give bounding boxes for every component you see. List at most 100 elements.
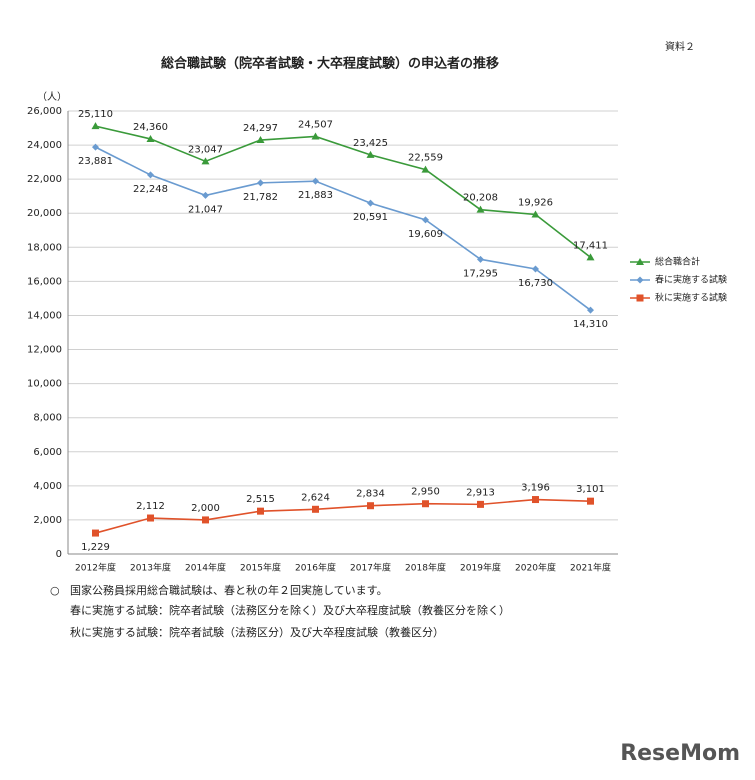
point [422, 500, 429, 508]
point [256, 136, 265, 144]
data-label: 24,360 [133, 122, 168, 133]
data-label: 21,782 [243, 192, 278, 203]
y-tick-label: 22,000 [27, 174, 62, 185]
y-tick-label: 10,000 [27, 379, 62, 390]
y-tick-label: 14,000 [27, 310, 62, 321]
y-tick-label: 24,000 [27, 140, 62, 151]
data-label: 20,208 [463, 193, 498, 204]
data-label: 2,913 [466, 487, 495, 498]
point [91, 122, 100, 130]
data-label: 23,047 [188, 144, 223, 155]
data-label: 17,295 [463, 268, 498, 279]
y-tick-label: 4,000 [33, 481, 62, 492]
point [421, 165, 430, 173]
data-label: 17,411 [573, 240, 608, 251]
data-label: 2,834 [356, 489, 385, 500]
point [477, 255, 484, 263]
legend-label: 秋に実施する試験 [655, 292, 727, 304]
y-tick-label: 8,000 [33, 413, 62, 424]
point [366, 150, 375, 158]
y-unit: （人） [37, 91, 67, 103]
note: 春に実施する試験：院卒者試験（法務区分を除く）及び大卒程度試験（教養区分を除く） [70, 603, 510, 617]
x-tick-label: 2015年度 [240, 562, 281, 574]
data-label: 2,624 [301, 492, 330, 503]
y-tick-label: 6,000 [33, 447, 62, 458]
point [202, 191, 209, 199]
point [257, 507, 264, 515]
data-label: 24,297 [243, 123, 278, 134]
point [312, 505, 319, 513]
series-line [95, 146, 591, 311]
data-label: 14,310 [573, 319, 608, 330]
point [92, 529, 99, 537]
note: 秋に実施する試験：院卒者試験（法務区分）及び大卒程度試験（教養区分） [70, 625, 444, 639]
point [92, 143, 99, 151]
point [202, 516, 209, 524]
point [532, 496, 539, 504]
point [146, 134, 155, 142]
y-tick-label: 16,000 [27, 276, 62, 287]
data-label: 2,950 [411, 487, 440, 498]
note: 国家公務員採用総合職試験は、春と秋の年２回実施しています。 [70, 583, 388, 597]
x-tick-label: 2021年度 [570, 562, 611, 574]
y-tick-label: 12,000 [27, 345, 62, 356]
legend-marker [636, 294, 644, 302]
y-tick-label: 20,000 [27, 208, 62, 219]
data-label: 2,515 [246, 494, 275, 505]
point [476, 205, 485, 213]
x-tick-label: 2020年度 [515, 562, 556, 574]
point [311, 132, 320, 140]
point [147, 514, 154, 522]
point [201, 157, 210, 165]
x-tick-label: 2014年度 [185, 562, 226, 574]
x-tick-label: 2018年度 [405, 562, 446, 574]
doc-id: 資料２ [665, 40, 695, 53]
data-label: 21,883 [298, 190, 333, 201]
x-tick-label: 2019年度 [460, 562, 501, 574]
point [367, 502, 374, 510]
data-label: 3,101 [576, 484, 605, 495]
data-label: 22,559 [408, 153, 443, 164]
note-bullet: ○ [50, 584, 60, 597]
data-label: 23,881 [78, 156, 113, 167]
chart-title: 総合職試験（院卒者試験・大卒程度試験）の申込者の推移 [161, 56, 499, 72]
y-tick-label: 18,000 [27, 242, 62, 253]
point [257, 179, 264, 187]
x-tick-label: 2017年度 [350, 562, 391, 574]
point [586, 253, 595, 261]
watermark: ReseMom [620, 741, 740, 766]
data-label: 2,112 [136, 501, 165, 512]
point [532, 265, 539, 273]
point [312, 177, 319, 185]
point [422, 216, 429, 224]
data-label: 1,229 [81, 542, 110, 553]
data-label: 24,507 [298, 119, 333, 130]
point [587, 497, 594, 505]
data-label: 23,425 [353, 138, 388, 149]
legend-label: 春に実施する試験 [655, 274, 727, 286]
data-label: 20,591 [353, 212, 388, 223]
point [367, 199, 374, 207]
legend-label: 総合職合計 [655, 256, 700, 268]
legend-marker [636, 276, 644, 284]
series-line [95, 125, 591, 258]
y-tick-label: 0 [56, 549, 62, 560]
data-label: 21,047 [188, 204, 223, 215]
x-tick-label: 2016年度 [295, 562, 336, 574]
y-tick-label: 26,000 [27, 106, 62, 117]
x-tick-label: 2012年度 [75, 562, 116, 574]
point [531, 210, 540, 218]
data-label: 2,000 [191, 503, 220, 514]
x-tick-label: 2013年度 [130, 562, 171, 574]
data-label: 16,730 [518, 278, 553, 289]
data-label: 25,110 [78, 109, 113, 120]
point [477, 500, 484, 508]
series-line [95, 498, 591, 534]
data-label: 22,248 [133, 184, 168, 195]
data-label: 3,196 [521, 483, 550, 494]
legend-marker [636, 258, 644, 265]
y-tick-label: 2,000 [33, 515, 62, 526]
point [587, 306, 594, 314]
point [147, 171, 154, 179]
